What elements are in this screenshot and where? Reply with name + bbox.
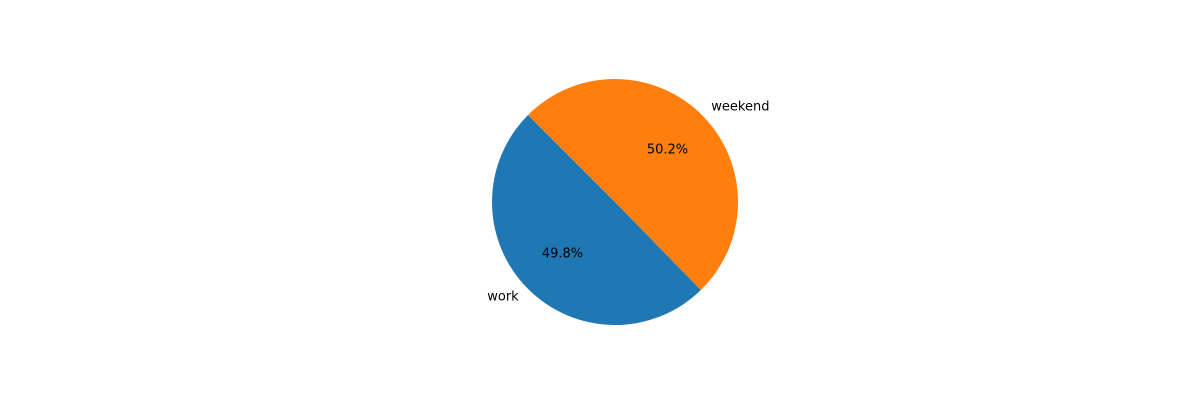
pie-slice-work xyxy=(492,115,701,325)
pie-category-label-weekend: weekend xyxy=(711,99,769,114)
pie-percent-label-work: 49.8% xyxy=(542,246,583,261)
pie-percent-label-weekend: 50.2% xyxy=(647,143,688,158)
pie-category-label-work: work xyxy=(487,290,519,305)
pie-slice-weekend xyxy=(528,78,739,291)
